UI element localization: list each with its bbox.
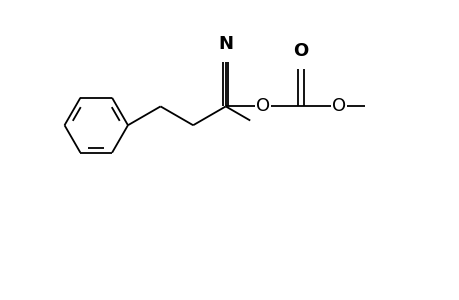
Text: O: O bbox=[256, 98, 270, 116]
Text: O: O bbox=[293, 42, 308, 60]
Text: N: N bbox=[218, 35, 233, 53]
Text: O: O bbox=[331, 98, 345, 116]
